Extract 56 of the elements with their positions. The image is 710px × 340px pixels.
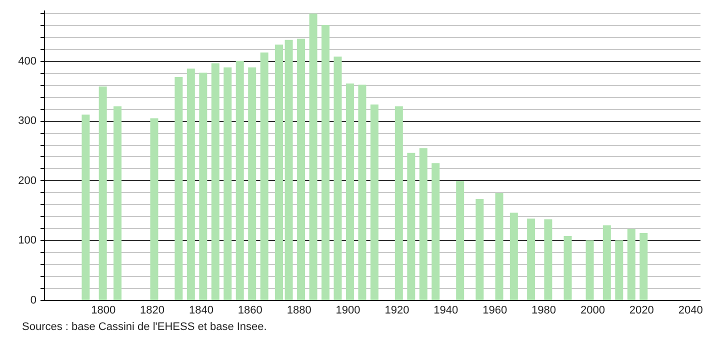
x-tick-label: 1900 <box>336 304 360 316</box>
bar <box>476 198 484 300</box>
bar <box>627 228 636 300</box>
bar <box>394 106 403 300</box>
bar <box>297 38 306 300</box>
x-tick-label: 1960 <box>482 304 508 316</box>
bar <box>358 84 366 300</box>
bar <box>346 84 354 300</box>
x-tick-label: 2000 <box>580 304 605 316</box>
bar <box>586 240 594 300</box>
bar <box>615 240 624 300</box>
y-tick-label: 100 <box>18 234 36 247</box>
bar <box>114 106 122 300</box>
bar <box>186 68 195 300</box>
y-tick-label: 300 <box>18 115 36 128</box>
bar <box>334 56 342 300</box>
x-tick-label: 1940 <box>434 304 458 316</box>
bar <box>82 114 90 300</box>
bar <box>640 233 648 300</box>
y-tick-label: 0 <box>30 294 36 306</box>
bar <box>98 86 107 300</box>
bar <box>248 67 256 300</box>
x-tick-label: 1800 <box>91 304 116 316</box>
source-note: Sources : base Cassini de l'EHESS et base Insee. <box>22 321 267 333</box>
bar <box>544 219 552 300</box>
x-tick-label: 1980 <box>532 304 556 316</box>
bar <box>260 52 268 300</box>
x-tick-label: 1860 <box>238 304 262 316</box>
bar <box>495 192 504 300</box>
bar <box>199 72 208 300</box>
bar <box>456 181 464 300</box>
bar <box>284 40 293 300</box>
x-tick-label: 2020 <box>629 304 654 316</box>
bar <box>564 236 572 300</box>
bar <box>211 63 220 300</box>
bar <box>174 76 183 300</box>
bar <box>510 212 518 300</box>
bar <box>309 14 318 300</box>
bar <box>322 24 330 300</box>
x-tick-label: 1840 <box>188 304 214 316</box>
y-tick-label: 200 <box>18 174 36 187</box>
x-tick-label: 1920 <box>384 304 410 316</box>
bar <box>370 104 378 300</box>
bar <box>236 60 244 300</box>
bar <box>432 163 440 300</box>
bar <box>224 67 232 300</box>
y-tick-label: 400 <box>18 55 36 68</box>
x-tick-label: 1820 <box>140 304 165 316</box>
bar <box>150 118 158 300</box>
bar <box>407 152 416 300</box>
x-tick-label: 1880 <box>286 304 312 316</box>
bar <box>527 218 536 300</box>
x-tick-label: 2040 <box>678 304 703 316</box>
bar <box>419 148 428 300</box>
bar <box>602 225 611 300</box>
bar <box>275 44 284 300</box>
